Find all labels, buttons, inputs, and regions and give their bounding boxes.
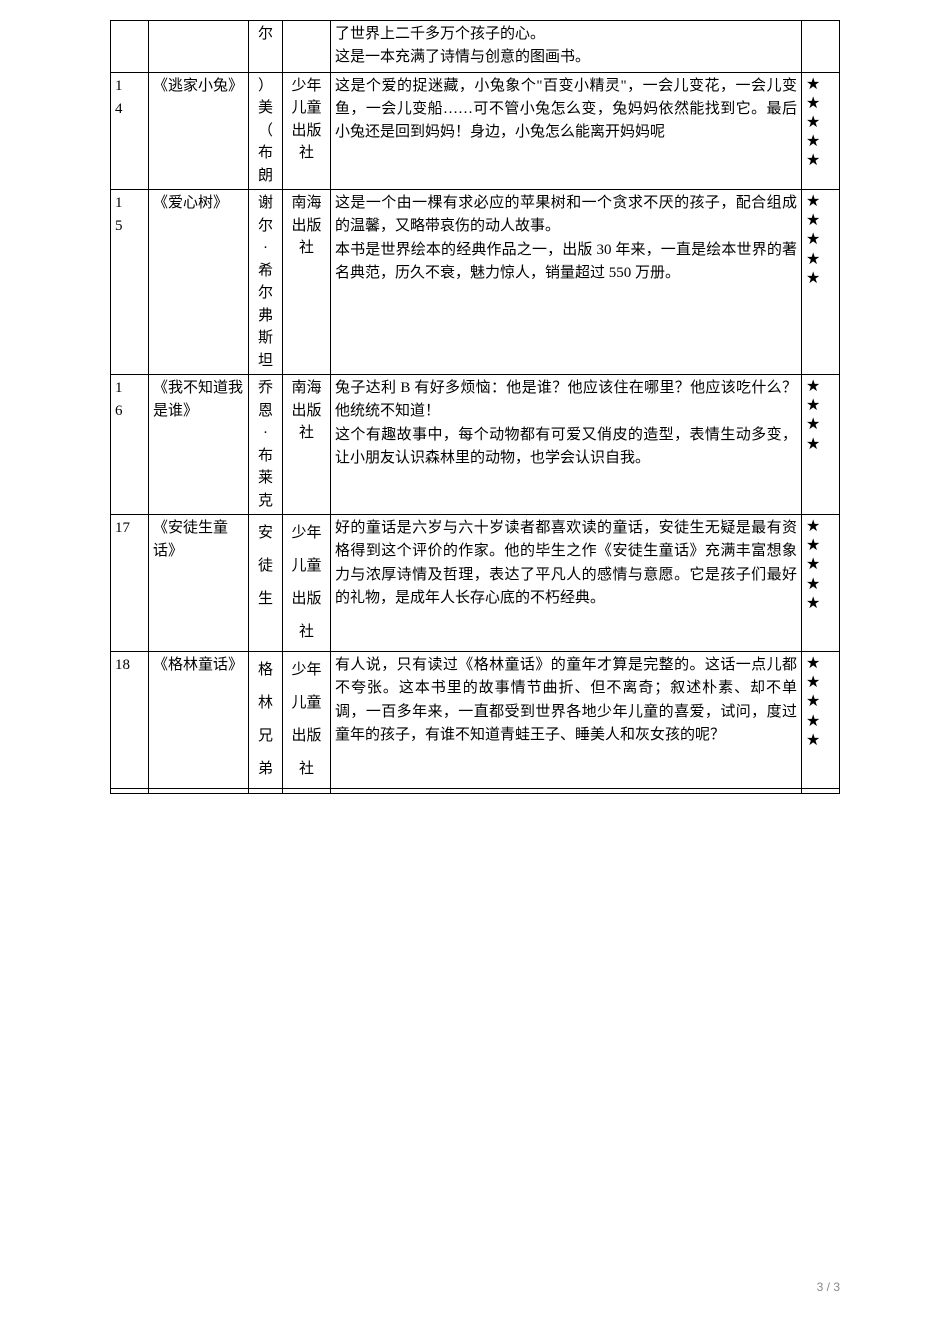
cell-author: 谢尔·希尔弗斯坦	[249, 190, 283, 375]
cell-title: 《格林童话》	[149, 652, 249, 789]
cell-title: 《逃家小兔》	[149, 72, 249, 190]
cell-description: 好的童话是六岁与六十岁读者都喜欢读的童话，安徒生无疑是最有资格得到这个评价的作家…	[331, 515, 802, 652]
table-row: 15《爱心树》谢尔·希尔弗斯坦南海出版社这是一个由一棵有求必应的苹果树和一个贪求…	[111, 190, 840, 375]
cell-title: 《爱心树》	[149, 190, 249, 375]
cell-index: 18	[111, 652, 149, 789]
cell-title: 《安徒生童话》	[149, 515, 249, 652]
cell-author: 乔恩·布莱克	[249, 375, 283, 515]
cell-author: 格林兄弟	[249, 652, 283, 789]
cell-publisher	[283, 789, 331, 794]
cell-publisher: 少年儿童出版社	[283, 652, 331, 789]
page-number: 3 / 3	[817, 1280, 840, 1294]
cell-stars: ★★★★★	[802, 190, 840, 375]
page: 尔了世界上二千多万个孩子的心。这是一本充满了诗情与创意的图画书。14《逃家小兔》…	[0, 0, 950, 1344]
cell-title: 《我不知道我是谁》	[149, 375, 249, 515]
cell-index: 14	[111, 72, 149, 190]
table-row: 18《格林童话》格林兄弟少年儿童出版社有人说，只有读过《格林童话》的童年才算是完…	[111, 652, 840, 789]
cell-publisher: 南海出版社	[283, 190, 331, 375]
cell-index: 15	[111, 190, 149, 375]
cell-description: 兔子达利 B 有好多烦恼：他是谁？他应该住在哪里？他应该吃什么？他统统不知道！这…	[331, 375, 802, 515]
table-row: 16《我不知道我是谁》乔恩·布莱克南海出版社兔子达利 B 有好多烦恼：他是谁？他…	[111, 375, 840, 515]
table-row	[111, 789, 840, 794]
cell-index: 16	[111, 375, 149, 515]
cell-author: 尔	[249, 21, 283, 73]
cell-description: 有人说，只有读过《格林童话》的童年才算是完整的。这话一点儿都不夸张。这本书里的故…	[331, 652, 802, 789]
cell-publisher: 少年儿童出版社	[283, 72, 331, 190]
cell-description	[331, 789, 802, 794]
cell-stars: ★★★★★	[802, 515, 840, 652]
cell-stars	[802, 21, 840, 73]
cell-title	[149, 21, 249, 73]
book-table: 尔了世界上二千多万个孩子的心。这是一本充满了诗情与创意的图画书。14《逃家小兔》…	[110, 20, 840, 794]
cell-publisher	[283, 21, 331, 73]
cell-description: 了世界上二千多万个孩子的心。这是一本充满了诗情与创意的图画书。	[331, 21, 802, 73]
table-row: 尔了世界上二千多万个孩子的心。这是一本充满了诗情与创意的图画书。	[111, 21, 840, 73]
cell-author: 安徒生	[249, 515, 283, 652]
cell-stars: ★★★★★	[802, 652, 840, 789]
table-row: 14《逃家小兔》）美（布朗少年儿童出版社这是个爱的捉迷藏，小兔象个"百变小精灵"…	[111, 72, 840, 190]
cell-stars: ★★★★	[802, 375, 840, 515]
cell-author	[249, 789, 283, 794]
cell-index	[111, 21, 149, 73]
cell-stars: ★★★★★	[802, 72, 840, 190]
cell-description: 这是个爱的捉迷藏，小兔象个"百变小精灵"，一会儿变花，一会儿变鱼，一会儿变船………	[331, 72, 802, 190]
cell-title	[149, 789, 249, 794]
cell-stars	[802, 789, 840, 794]
cell-author: ）美（布朗	[249, 72, 283, 190]
cell-publisher: 南海出版社	[283, 375, 331, 515]
table-row: 17《安徒生童话》安徒生少年儿童出版社好的童话是六岁与六十岁读者都喜欢读的童话，…	[111, 515, 840, 652]
cell-index: 17	[111, 515, 149, 652]
cell-publisher: 少年儿童出版社	[283, 515, 331, 652]
cell-index	[111, 789, 149, 794]
cell-description: 这是一个由一棵有求必应的苹果树和一个贪求不厌的孩子，配合组成的温馨，又略带哀伤的…	[331, 190, 802, 375]
